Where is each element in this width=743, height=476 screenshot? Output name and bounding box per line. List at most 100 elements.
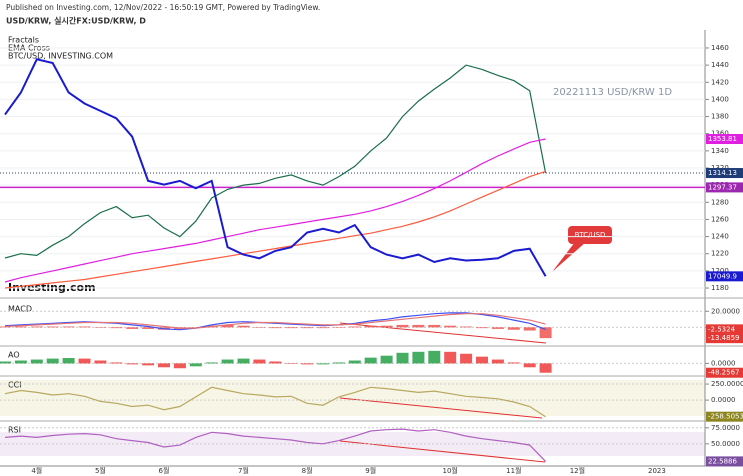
histogram-bar: [539, 363, 552, 373]
y-tick-label: 1420: [711, 78, 729, 86]
y-tick-label: 1260: [711, 215, 729, 223]
y-tick-label: 1380: [711, 113, 729, 121]
x-tick-label: 8월: [302, 466, 313, 475]
x-tick-label: 6월: [159, 466, 170, 475]
y-tick-label: 20.0000: [711, 307, 740, 315]
series-line: [4, 170, 546, 289]
histogram-bar: [428, 350, 441, 364]
histogram-bar: [380, 325, 393, 328]
histogram-bar: [412, 351, 425, 364]
price-tag: [706, 367, 743, 378]
histogram-bar: [460, 353, 473, 364]
legend-text: Fractals: [8, 36, 39, 45]
histogram-bar: [348, 360, 361, 364]
x-tick-label: 12월: [570, 466, 585, 475]
histogram-bar: [189, 363, 202, 367]
price-tag: [706, 333, 743, 344]
y-tick-label: 0.0000: [711, 359, 736, 367]
price-tag: [706, 134, 743, 145]
histogram-bar: [94, 360, 107, 364]
histogram-bar: [253, 327, 266, 328]
x-tick-label: 9월: [365, 466, 376, 475]
histogram-bar: [332, 362, 345, 364]
price-tag-label: -48.2567: [708, 369, 739, 377]
histogram-bar: [396, 324, 409, 328]
series-line: [4, 64, 547, 259]
series-line: [4, 386, 546, 418]
price-tag: [706, 456, 743, 467]
price-tag-label: 1297.37: [708, 183, 737, 191]
histogram-bar: [78, 326, 91, 328]
histogram-bar: [364, 325, 377, 328]
histogram-bar: [237, 325, 250, 328]
y-tick-label: 1440: [711, 61, 729, 69]
histogram-bar: [285, 327, 298, 329]
y-tick-label: 1220: [711, 250, 729, 258]
histogram-bar: [364, 357, 377, 364]
y-tick-label: 75.0000: [711, 424, 740, 432]
histogram-bar: [94, 327, 107, 328]
series-line: [4, 58, 547, 277]
histogram-bar: [285, 363, 298, 364]
histogram-bar: [158, 363, 170, 368]
histogram-bar: [301, 327, 314, 329]
histogram-bar: [205, 362, 218, 364]
price-tag-label: 1314.13: [708, 169, 737, 177]
y-tick-label: 250.0000: [711, 380, 743, 388]
series-line: [4, 313, 546, 329]
y-tick-label: 1320: [711, 164, 729, 172]
x-tick-label: 2023: [648, 467, 666, 475]
histogram-bar: [539, 327, 552, 339]
histogram-bar: [46, 358, 59, 364]
histogram-bar: [412, 324, 425, 328]
pane-title: MACD: [8, 305, 32, 314]
y-tick-label: 0.0000: [711, 396, 736, 404]
y-tick-label: 1280: [711, 198, 729, 206]
histogram-bar: [317, 363, 329, 365]
histogram-bar: [460, 326, 473, 328]
price-tag: [706, 324, 743, 335]
price-tag-label: 22.5886: [708, 457, 737, 465]
histogram-bar: [507, 362, 520, 364]
histogram-bar: [396, 352, 409, 364]
y-tick-label: 1340: [711, 147, 729, 155]
histogram-bar: [428, 324, 441, 328]
callout-box: [568, 226, 612, 244]
histogram-bar: [332, 327, 345, 328]
price-tag-label: 17049.9: [708, 272, 737, 280]
symbol-title: USD/KRW, 실시간FX:USD/KRW, D: [6, 16, 146, 26]
histogram-bar: [110, 327, 123, 329]
histogram-bar: [30, 326, 43, 328]
histogram-bar: [142, 363, 155, 366]
callout-text: BTC/USD: [575, 231, 606, 239]
histogram-bar: [269, 327, 282, 329]
y-tick-label: 1460: [711, 44, 729, 52]
price-tag-label: -13.4859: [708, 334, 739, 342]
histogram-bar: [221, 324, 234, 328]
histogram-bar: [0, 361, 11, 364]
series-line: [4, 428, 547, 462]
callout-tail: [552, 242, 586, 272]
x-tick-label: 10월: [443, 466, 458, 475]
histogram-bar: [62, 358, 75, 364]
price-tag: [706, 411, 743, 422]
histogram-bar: [30, 359, 43, 364]
price-tag: [706, 168, 743, 179]
histogram-bar: [380, 355, 393, 364]
trend-line: [339, 440, 546, 463]
cci-band: [0, 380, 705, 416]
y-tick-label: 1180: [711, 284, 729, 292]
histogram-bar: [14, 326, 27, 328]
histogram-bar: [221, 359, 234, 364]
y-tick-label: 1240: [711, 233, 729, 241]
legend-text: BTC/USD, INVESTING.COM: [8, 52, 113, 61]
pane-title: CCI: [8, 381, 22, 390]
histogram-bar: [476, 356, 488, 364]
histogram-bar: [523, 363, 536, 368]
histogram-bar: [523, 327, 536, 331]
x-tick-label: 11월: [506, 466, 521, 475]
histogram-bar: [444, 351, 457, 364]
price-tag: [706, 182, 743, 193]
histogram-bar: [491, 327, 504, 329]
published-note: Published on Investing.com, 12/Nov/2022 …: [6, 3, 320, 12]
